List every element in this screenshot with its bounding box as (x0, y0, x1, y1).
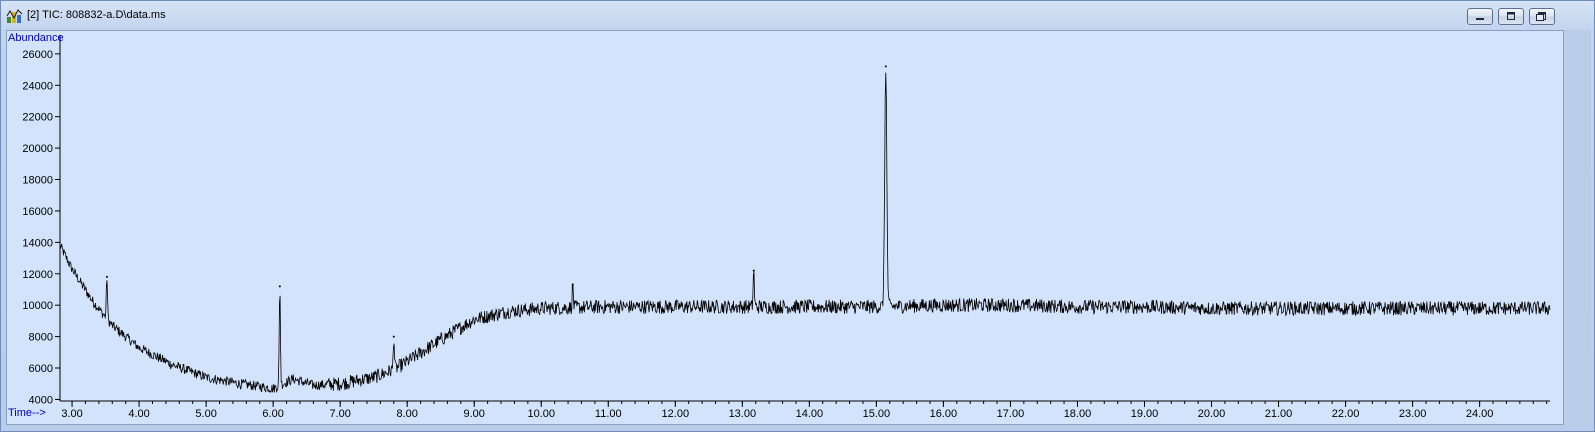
maximize-icon (1507, 12, 1515, 20)
window-title: [2] TIC: 808832-a.D\data.ms (27, 9, 166, 21)
ticks-group: 4000 6000 8000 10000 12000 14000 16000 18000 200… (22, 49, 1548, 420)
chromatogram-app-icon (6, 8, 23, 24)
y-axis-title: Abundance (8, 32, 64, 44)
x-tick-label: 22.00 (1332, 408, 1360, 420)
title-bar[interactable]: [2] TIC: 808832-a.D\data.ms (1, 1, 1594, 30)
axes-group: Abundance Time--> (8, 32, 1550, 419)
x-tick-label: 19.00 (1131, 408, 1159, 420)
x-tick-label: 5.00 (195, 408, 216, 420)
x-tick-label: 6.00 (262, 408, 283, 420)
y-tick-label: 18000 (22, 175, 53, 187)
x-tick-label: 24.00 (1466, 408, 1494, 420)
peak-apex-point (278, 285, 281, 288)
peak-apex-point (105, 275, 108, 278)
x-tick-label: 7.00 (329, 408, 350, 420)
y-tick-label: 26000 (22, 49, 53, 61)
tic-series-line (59, 72, 1551, 394)
minimize-button[interactable] (1467, 8, 1493, 25)
window-frame-right (1564, 30, 1591, 425)
chromatogram-chart: Abundance Time--> 4000 6000 8000 10000 12000 1… (8, 32, 1551, 420)
x-tick-label: 15.00 (863, 408, 891, 420)
x-tick-label: 8.00 (396, 408, 417, 420)
y-tick-label: 20000 (22, 143, 53, 155)
x-tick-label: 17.00 (997, 408, 1025, 420)
x-tick-label: 10.00 (527, 408, 555, 420)
y-tick-label: 8000 (29, 332, 53, 344)
x-tick-label: 9.00 (464, 408, 485, 420)
y-tick-label: 4000 (29, 394, 53, 406)
peak-apex-point (571, 283, 574, 286)
x-tick-label: 11.00 (595, 408, 622, 420)
x-tick-label: 23.00 (1399, 408, 1427, 420)
x-tick-label: 18.00 (1064, 408, 1092, 420)
close-icon (1536, 12, 1546, 21)
series-group (59, 65, 1551, 394)
maximize-button[interactable] (1498, 8, 1524, 25)
x-axis-title: Time--> (8, 407, 46, 419)
x-tick-label: 13.00 (729, 408, 757, 420)
y-tick-label: 16000 (22, 206, 53, 218)
y-tick-label: 12000 (22, 269, 53, 281)
x-tick-label: 3.00 (61, 408, 82, 420)
y-tick-label: 14000 (22, 237, 53, 249)
peak-apex-point (884, 65, 887, 68)
y-tick-label: 10000 (22, 300, 53, 312)
close-button[interactable] (1529, 8, 1555, 25)
x-tick-label: 20.00 (1198, 408, 1226, 420)
minimize-icon (1476, 18, 1484, 20)
y-tick-label: 24000 (22, 80, 53, 92)
x-tick-label: 16.00 (930, 408, 958, 420)
x-tick-label: 14.00 (796, 408, 824, 420)
peak-apex-point (752, 269, 755, 272)
peak-apex-point (392, 335, 395, 338)
x-tick-label: 4.00 (128, 408, 149, 420)
x-tick-label: 21.00 (1265, 408, 1293, 420)
y-tick-label: 22000 (22, 112, 53, 124)
y-tick-label: 6000 (29, 363, 53, 375)
chart-area: Abundance Time--> 4000 6000 8000 10000 12000 1… (6, 30, 1564, 425)
x-tick-label: 12.00 (662, 408, 690, 420)
